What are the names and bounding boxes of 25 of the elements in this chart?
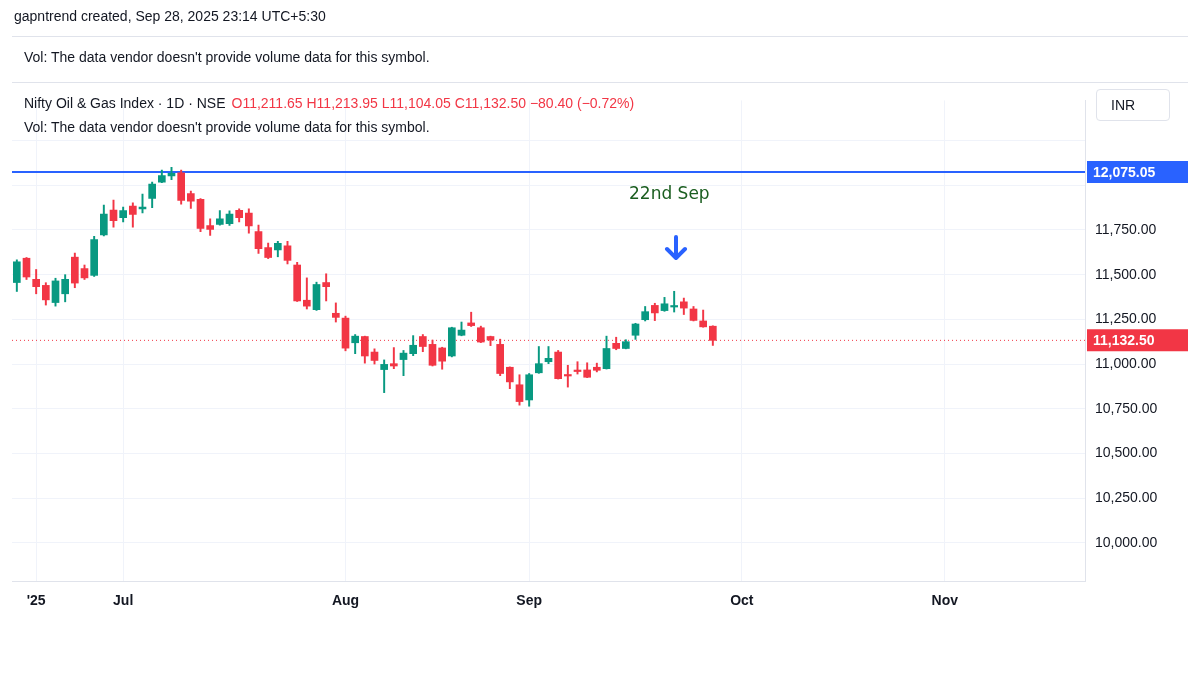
ref-line-label: 11,132.50 — [1093, 332, 1155, 349]
chart-subtitle: O11,211.65 H11,213.95 L11,104.05 C11,132.50 −80.40 (−0.72%) — [231, 95, 635, 111]
x-tick-label: Jul — [113, 592, 134, 609]
y-tick-label: 10,750.00 — [1095, 399, 1158, 416]
y-tick-label: 11,500.00 — [1095, 265, 1157, 282]
text: INR — [1096, 89, 1170, 121]
x-tick-label: Sep — [516, 592, 543, 609]
annotation: 22nd Sep — [629, 183, 710, 203]
text: gapntrend created, Sep 28, 2025 23:14 UTC+5:30 — [14, 8, 326, 24]
x-tick-label: '25 — [26, 592, 46, 609]
y-tick-label: 11,750.00 — [1095, 220, 1157, 237]
candlestick — [564, 364, 572, 388]
y-tick-label: 10,500.00 — [1095, 444, 1158, 461]
ref-line-label: 12,075.05 — [1093, 163, 1156, 180]
y-tick-label: 10,000.00 — [1095, 533, 1158, 550]
text: Vol: The data vendor doesn't provide volume data for this symbol. — [24, 49, 430, 65]
y-tick-label: 11,000.00 — [1095, 354, 1157, 371]
x-tick-label: Oct — [730, 592, 754, 609]
x-tick-label: Aug — [331, 592, 360, 609]
annotation: Vol: The data vendor doesn't provide volume data for this symbol. — [24, 119, 430, 135]
y-tick-label: 11,250.00 — [1095, 310, 1157, 327]
candlestick — [670, 290, 678, 313]
chart-title: Nifty Oil & Gas Index · 1D · NSE — [24, 95, 226, 111]
y-tick-label: 10,250.00 — [1095, 488, 1158, 505]
x-tick-label: Nov — [931, 592, 959, 609]
